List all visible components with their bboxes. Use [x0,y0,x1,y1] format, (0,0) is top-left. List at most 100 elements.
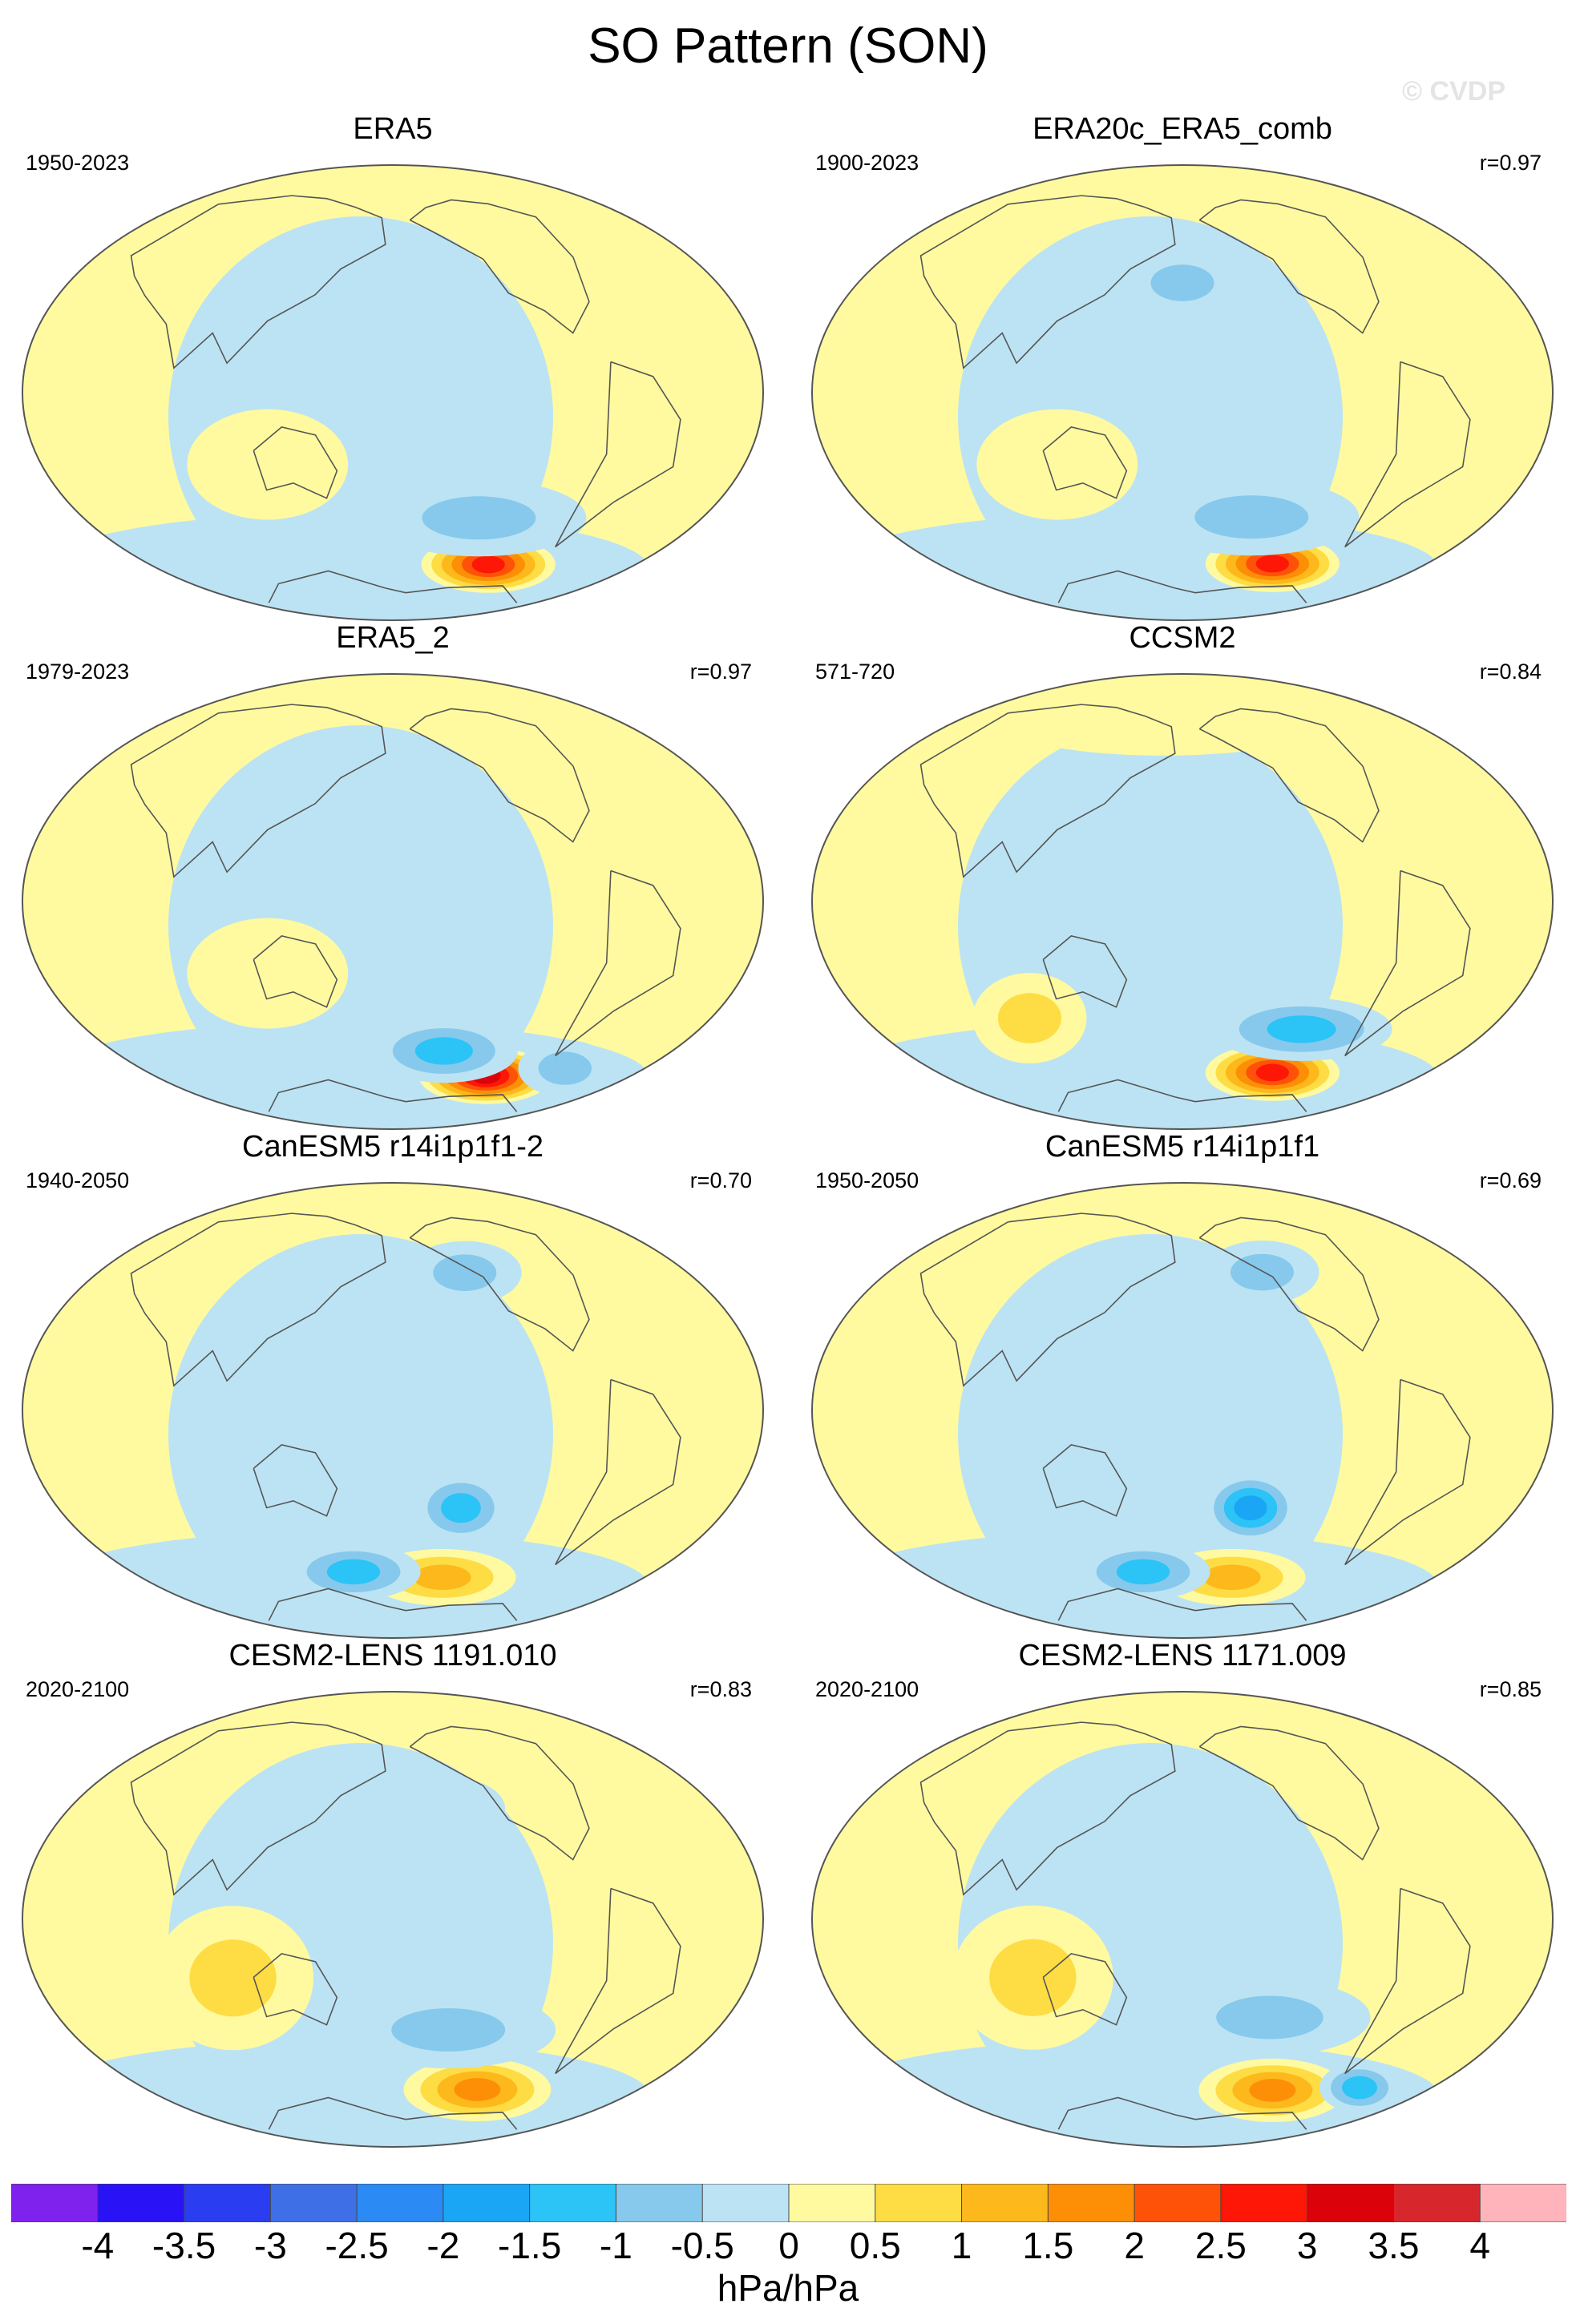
map-border [811,1182,1554,1639]
colorbar-segment [1392,2184,1481,2222]
coastline [1344,869,1471,1057]
coastline [1057,570,1307,603]
coastline [268,570,518,603]
panel-correlation: r=0.84 [1479,660,1542,684]
coastline [253,1443,338,1517]
panel-correlation: r=0.97 [689,660,752,684]
map-panel: ERA5_2 1979-2023 r=0.97 [16,621,770,1134]
anomaly-contour [1267,1015,1336,1043]
anomaly-contour [1202,1564,1261,1591]
coastline [409,1216,590,1352]
anomaly-contour [1255,555,1289,573]
colorbar [11,2184,1566,2222]
panel-period: 1950-2023 [26,151,130,175]
panel-title: ERA5_2 [336,621,450,655]
coastline [1042,426,1128,499]
panel-period: 1979-2023 [26,660,130,684]
coastline [1042,1443,1128,1517]
panel-title: CESM2-LENS 1171.009 [1018,1639,1347,1672]
panel-period: 2020-2100 [815,1677,919,1701]
coastline [409,199,590,334]
colorbar-segment [1220,2184,1308,2222]
coastline [1198,1725,1380,1861]
map-panel: CCSM2 571-720 r=0.84 [806,621,1559,1134]
map-panel: CESM2-LENS 1191.010 2020-2100 r=0.83 [16,1639,770,2152]
anomaly-contour [187,409,349,520]
coastline [409,1725,590,1861]
colorbar-tick-label: 2 [1124,2225,1145,2266]
anomaly-contour [471,555,505,574]
coastline [1042,1952,1128,2026]
map-border [811,1691,1554,2148]
coastline [130,1212,386,1387]
colorbar-tick-label: 1.5 [1022,2225,1074,2266]
colorbar-tick-label: -3.5 [152,2225,216,2266]
map-plot [22,164,764,621]
colorbar-segment [356,2184,444,2222]
coastline [555,1378,681,1566]
colorbar-tick-label: -1 [599,2225,632,2266]
anomaly-contour [326,1559,381,1585]
panel-correlation: r=0.70 [689,1168,752,1192]
colorbar-segment [1047,2184,1136,2222]
figure-title: SO Pattern (SON) [588,18,988,74]
colorbar-segment [97,2184,185,2222]
anomaly-contour [441,1493,481,1523]
coastline [1042,934,1128,1008]
panel-correlation: r=0.83 [689,1677,752,1701]
coastline [919,1212,1176,1387]
colorbar-tick-label: -4 [81,2225,115,2266]
coastline [1057,1588,1307,1621]
map-border [22,1691,764,2148]
coastline [253,934,338,1008]
coastline [555,869,681,1057]
map-border [22,164,764,621]
coastline [1344,361,1471,548]
coastline [1198,1216,1380,1352]
colorbar-segment [529,2184,617,2222]
anomaly-contour [1150,264,1214,301]
colorbar-tick-label: -2 [426,2225,460,2266]
anomaly-contour [976,409,1138,520]
colorbar-tick-label: 2.5 [1194,2225,1247,2266]
colorbar-tick-label: 3.5 [1368,2225,1420,2266]
field-southern-ocean [40,2040,649,2147]
anomaly-contour [988,678,1339,756]
watermark: © CVDP [1402,76,1505,107]
anomaly-contour [187,918,349,1029]
map-border [811,673,1554,1130]
map-plot [22,1691,764,2148]
anomaly-contour [1216,1995,1323,2040]
panel-correlation: r=0.97 [1479,151,1542,175]
colorbar-tick-label: -3 [253,2225,287,2266]
coastline [1198,199,1380,334]
colorbar-segment [615,2184,704,2222]
panel-correlation: r=0.85 [1479,1677,1542,1701]
anomaly-contour [413,1564,471,1591]
panel-title: ERA20c_ERA5_comb [1032,112,1332,146]
coastline [268,1079,518,1112]
anomaly-contour [1249,2079,1296,2102]
map-plot [22,1182,764,1639]
colorbar-segment [875,2184,963,2222]
coastline [1057,2096,1307,2130]
colorbar-tick-label: 4 [1469,2225,1491,2266]
anomaly-contour [1116,1559,1170,1585]
colorbar-segment [1479,2184,1566,2222]
colorbar-segment [442,2184,531,2222]
anomaly-contour [414,1037,473,1065]
colorbar-segment [184,2184,272,2222]
colorbar-tick-label: 1 [951,2225,972,2266]
panel-period: 1940-2050 [26,1168,130,1192]
coastline [253,426,338,499]
anomaly-contour [1342,2076,1378,2100]
colorbar-tick-label: 0 [778,2225,799,2266]
colorbar-segment [788,2184,876,2222]
anomaly-contour [1255,1063,1289,1082]
anomaly-contour [997,993,1061,1043]
map-plot [22,673,764,1130]
coastline [919,1721,1176,1896]
coastline [1344,1378,1471,1566]
map-panel: CanESM5 r14i1p1f1-2 1940-2050 r=0.70 [16,1130,770,1643]
